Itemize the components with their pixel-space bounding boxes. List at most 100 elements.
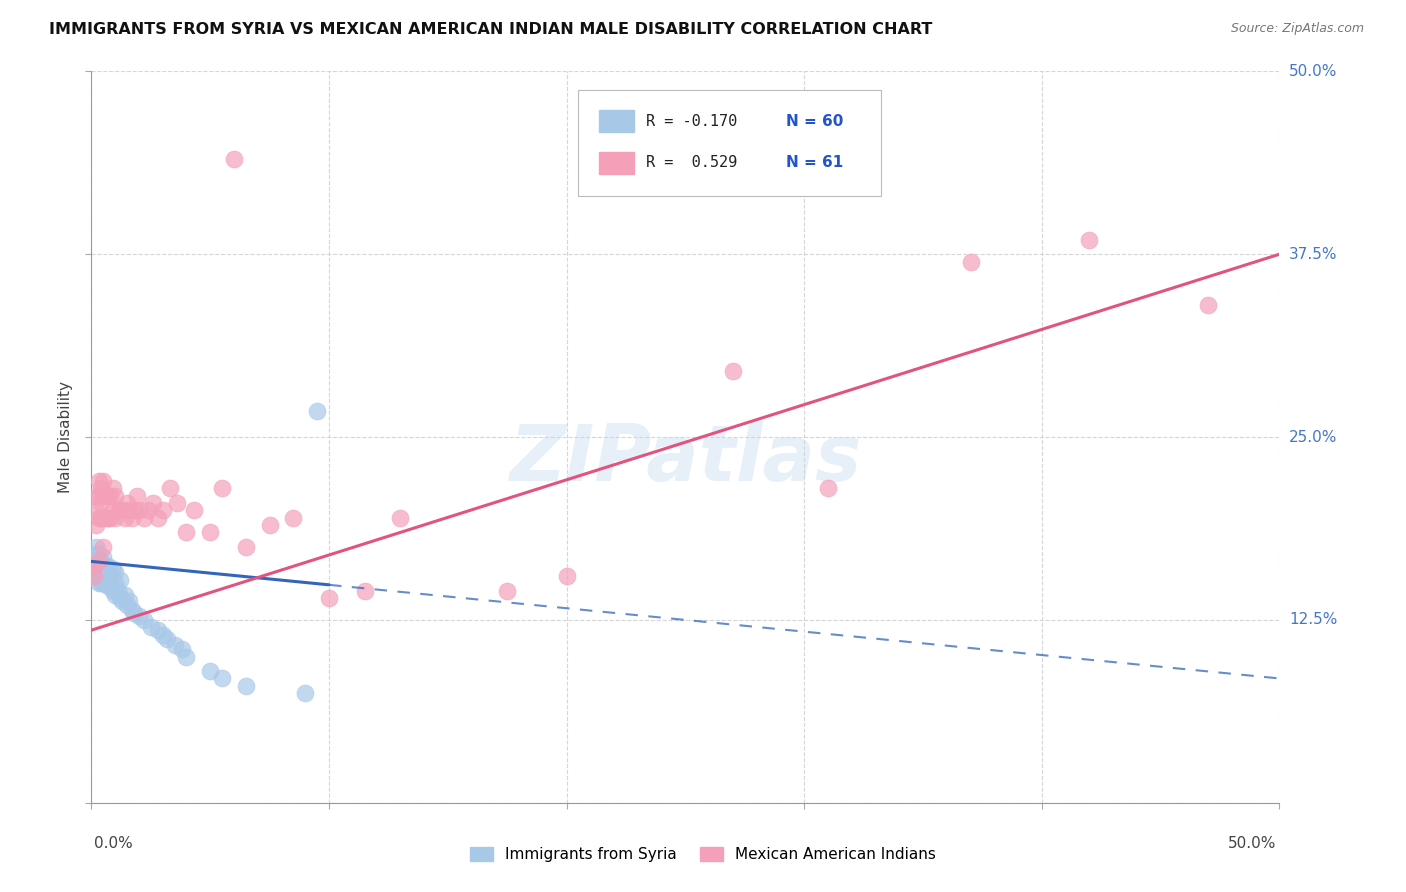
Point: [84, 554, 107, 568]
Point: [90, 576, 112, 591]
Point: [183, 503, 205, 517]
Point: [166, 496, 188, 510]
Text: IMMIGRANTS FROM SYRIA VS MEXICAN AMERICAN INDIAN MALE DISABILITY CORRELATION CHA: IMMIGRANTS FROM SYRIA VS MEXICAN AMERICA…: [49, 22, 932, 37]
Point: [108, 503, 131, 517]
Point: [496, 583, 519, 598]
Point: [152, 627, 174, 641]
Point: [94, 569, 117, 583]
Point: [83, 569, 105, 583]
Point: [97, 510, 120, 524]
Point: [104, 510, 127, 524]
Legend: Immigrants from Syria, Mexican American Indians: Immigrants from Syria, Mexican American …: [464, 841, 942, 868]
Point: [87, 554, 110, 568]
Point: [959, 254, 981, 268]
Point: [84, 489, 107, 503]
Point: [84, 569, 107, 583]
Point: [1078, 233, 1101, 247]
Point: [121, 510, 143, 524]
Point: [721, 364, 744, 378]
Point: [91, 510, 114, 524]
Point: [176, 525, 198, 540]
Bar: [599, 152, 634, 174]
Point: [176, 649, 198, 664]
Point: [555, 569, 578, 583]
Point: [91, 558, 114, 573]
Point: [97, 579, 120, 593]
Point: [115, 599, 138, 613]
Point: [122, 606, 145, 620]
Point: [84, 554, 107, 568]
Point: [107, 503, 129, 517]
Point: [84, 562, 107, 576]
Point: [91, 474, 114, 488]
Point: [259, 517, 281, 532]
Point: [118, 503, 141, 517]
Y-axis label: Male Disability: Male Disability: [58, 381, 73, 493]
Point: [84, 503, 107, 517]
Point: [200, 525, 222, 540]
Point: [283, 510, 305, 524]
Point: [97, 569, 120, 583]
Point: [100, 510, 122, 524]
Text: R =  0.529: R = 0.529: [647, 155, 738, 170]
Point: [87, 554, 110, 568]
Point: [91, 489, 114, 503]
Point: [87, 547, 110, 561]
Point: [90, 569, 112, 583]
Point: [108, 591, 131, 605]
Point: [94, 510, 117, 524]
Point: [138, 503, 160, 517]
Point: [200, 664, 222, 678]
Point: [90, 496, 112, 510]
Text: N = 61: N = 61: [786, 155, 844, 170]
Point: [235, 540, 257, 554]
Point: [146, 623, 169, 637]
Point: [97, 558, 120, 573]
Point: [101, 481, 124, 495]
Point: [107, 583, 129, 598]
Point: [125, 489, 148, 503]
Text: 12.5%: 12.5%: [1289, 613, 1337, 627]
Point: [90, 554, 112, 568]
Point: [159, 481, 181, 495]
Point: [91, 565, 114, 579]
Text: Source: ZipAtlas.com: Source: ZipAtlas.com: [1230, 22, 1364, 36]
Text: 50.0%: 50.0%: [1229, 836, 1277, 851]
Point: [122, 503, 145, 517]
Text: ZIPatlas: ZIPatlas: [509, 421, 862, 497]
Point: [84, 517, 107, 532]
Point: [307, 403, 329, 417]
Point: [91, 540, 114, 554]
Point: [83, 558, 105, 573]
Point: [101, 562, 124, 576]
Point: [94, 558, 117, 573]
Point: [101, 583, 124, 598]
Point: [90, 562, 112, 576]
Point: [114, 588, 136, 602]
Point: [91, 549, 114, 564]
Bar: [599, 110, 634, 132]
Point: [87, 474, 110, 488]
Point: [84, 540, 107, 554]
Point: [108, 574, 131, 588]
Point: [83, 554, 105, 568]
Point: [128, 608, 150, 623]
Text: 50.0%: 50.0%: [1289, 64, 1337, 78]
Point: [84, 547, 107, 561]
Point: [817, 481, 839, 495]
Point: [142, 496, 165, 510]
Point: [389, 510, 412, 524]
Point: [152, 503, 174, 517]
Text: R = -0.170: R = -0.170: [647, 113, 738, 128]
Point: [222, 152, 245, 166]
Point: [100, 565, 122, 579]
Point: [111, 503, 134, 517]
Point: [104, 588, 127, 602]
Point: [87, 489, 110, 503]
Point: [163, 638, 186, 652]
Point: [91, 569, 114, 583]
Point: [100, 579, 122, 593]
Point: [100, 489, 122, 503]
Point: [101, 503, 124, 517]
Point: [132, 613, 155, 627]
